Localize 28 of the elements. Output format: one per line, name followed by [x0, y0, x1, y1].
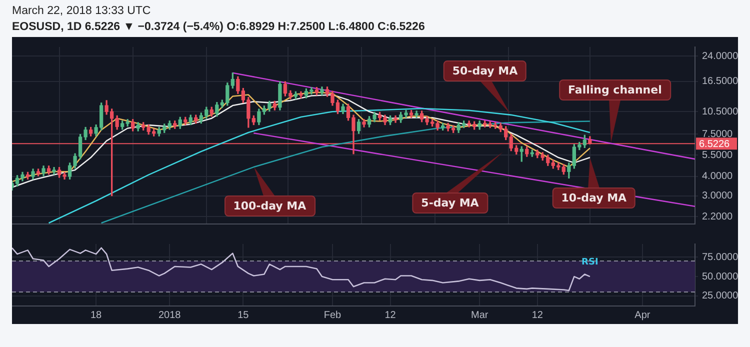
y-tick-label: 10.5000	[702, 106, 739, 118]
x-tick-label: Apr	[634, 310, 651, 321]
annotation: 100-day MA	[224, 196, 316, 217]
y-tick-label: 16.5000	[702, 76, 739, 88]
y-tick-label: 24.0000	[702, 50, 739, 62]
y-tick-label: 4.0000	[702, 171, 734, 182]
x-tick-label: Feb	[324, 310, 342, 321]
annotation: 50-day MA	[443, 60, 527, 82]
y-tick-label: 50.0000	[702, 271, 739, 282]
x-tick-label: 12	[532, 310, 544, 321]
ref-line-label: 6.5226	[699, 138, 730, 150]
chart-title: EOSUSD, 1D 6.5226 ▼ −0.3724 (−5.4%) O:6.8929 H:7.2500 L:6.4800 C:6.5226	[12, 20, 425, 35]
y-tick-label: 5.5000	[702, 150, 734, 161]
y-tick-label: 75.0000	[702, 252, 739, 263]
annotation: 10-day MA	[552, 187, 636, 208]
series-label: RSI	[582, 257, 598, 268]
annotation: Falling channel	[559, 79, 671, 100]
x-tick-label: 15	[238, 310, 250, 321]
x-tick-label: 12	[384, 310, 396, 321]
y-tick-label: 25.0000	[702, 290, 739, 302]
y-tick-label: 7.5000	[702, 128, 734, 140]
y-tick-label: 3.0000	[702, 190, 734, 202]
annotation: 5-day MA	[412, 192, 488, 214]
x-tick-label: Mar	[470, 310, 489, 321]
x-tick-label: 2018	[158, 310, 182, 321]
x-tick-label: 18	[90, 310, 102, 321]
chart-subtitle: March 22, 2018 13:33 UTC	[12, 4, 152, 19]
y-tick-label: 2.2000	[702, 211, 734, 222]
